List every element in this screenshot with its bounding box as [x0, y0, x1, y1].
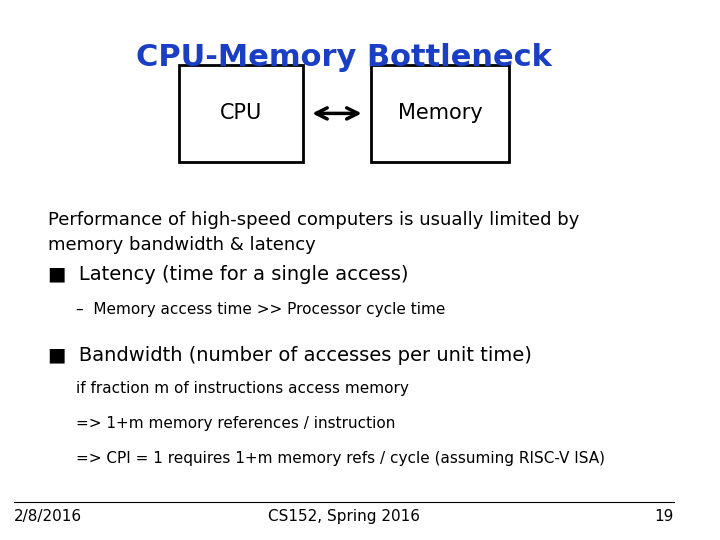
Text: ■  Bandwidth (number of accesses per unit time): ■ Bandwidth (number of accesses per unit… [48, 346, 532, 365]
Text: => 1+m memory references / instruction: => 1+m memory references / instruction [76, 416, 395, 431]
Text: => CPI = 1 requires 1+m memory refs / cycle (assuming RISC-V ISA): => CPI = 1 requires 1+m memory refs / cy… [76, 451, 605, 466]
Text: if fraction m of instructions access memory: if fraction m of instructions access mem… [76, 381, 408, 396]
FancyBboxPatch shape [372, 65, 509, 162]
FancyBboxPatch shape [179, 65, 302, 162]
Text: –  Memory access time >> Processor cycle time: – Memory access time >> Processor cycle … [76, 302, 445, 318]
Text: CPU-Memory Bottleneck: CPU-Memory Bottleneck [136, 43, 552, 72]
Text: 2/8/2016: 2/8/2016 [14, 509, 82, 524]
Text: CPU: CPU [220, 103, 262, 124]
Text: CS152, Spring 2016: CS152, Spring 2016 [268, 509, 420, 524]
Text: 19: 19 [654, 509, 674, 524]
Text: Memory: Memory [397, 103, 482, 124]
Text: ■  Latency (time for a single access): ■ Latency (time for a single access) [48, 265, 409, 284]
Text: Performance of high-speed computers is usually limited by
memory bandwidth & lat: Performance of high-speed computers is u… [48, 211, 580, 254]
